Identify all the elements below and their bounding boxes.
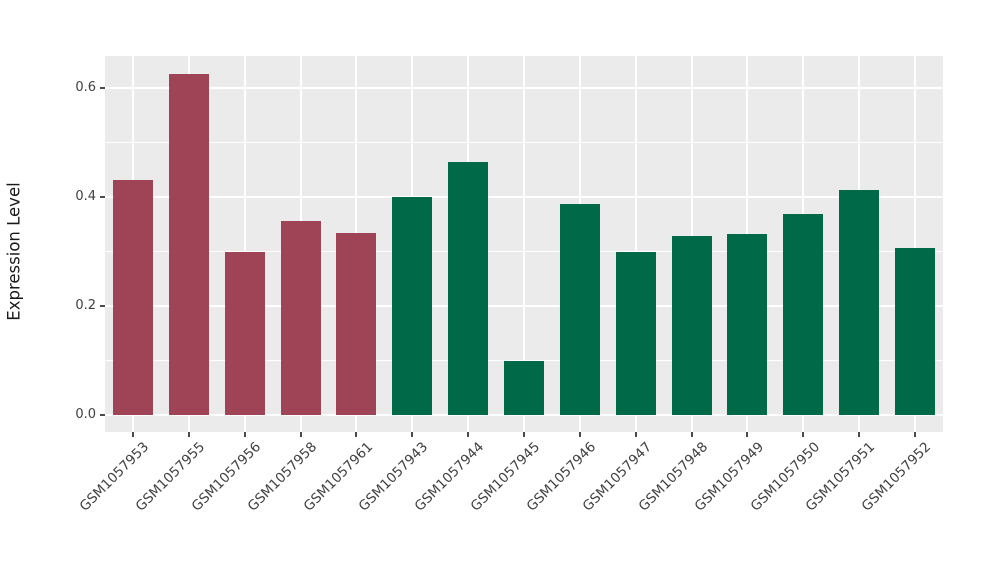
bar-GSM1057947 [615,251,656,415]
vertical-gridline [634,56,637,432]
bar-GSM1057961 [336,233,377,415]
x-tick-mark [355,432,358,437]
x-tick-mark [243,432,246,437]
vertical-gridline [914,56,917,432]
x-tick-mark [131,432,134,437]
bar-GSM1057956 [224,251,265,415]
bar-GSM1057949 [727,233,768,415]
bar-GSM1057952 [895,247,936,415]
bar-GSM1057953 [112,179,153,415]
y-tick-mark [100,414,105,416]
x-tick-mark [578,432,581,437]
y-axis-title: Expression Level [4,182,24,321]
bar-GSM1057943 [392,196,433,415]
x-tick-mark [746,432,749,437]
bar-GSM1057946 [559,204,600,415]
y-tick-label: 0.0 [75,407,96,422]
y-tick-label: 0.2 [75,298,96,314]
y-tick-mark [100,305,105,308]
y-tick-label: 0.4 [75,189,96,205]
x-tick-mark [802,432,805,437]
bar-GSM1057955 [168,73,209,415]
x-tick-mark [634,432,637,437]
x-tick-mark [914,432,917,437]
bar-GSM1057951 [839,190,880,415]
bar-GSM1057958 [280,220,321,415]
x-tick-mark [467,432,470,437]
x-tick-mark [858,432,861,437]
y-tick-mark [100,196,105,199]
bar-GSM1057945 [504,360,544,415]
x-tick-mark [690,432,693,437]
x-tick-mark [411,432,414,437]
x-tick-mark [187,432,190,437]
bar-GSM1057944 [448,161,489,415]
bar-GSM1057948 [671,236,712,415]
x-tick-mark [523,432,525,437]
x-tick-mark [299,432,302,437]
plot-panel [105,56,943,432]
vertical-gridline [523,56,525,432]
bar-GSM1057950 [783,214,824,415]
y-tick-label: 0.6 [75,80,96,96]
vertical-gridline [243,56,246,432]
y-tick-mark [100,87,105,90]
